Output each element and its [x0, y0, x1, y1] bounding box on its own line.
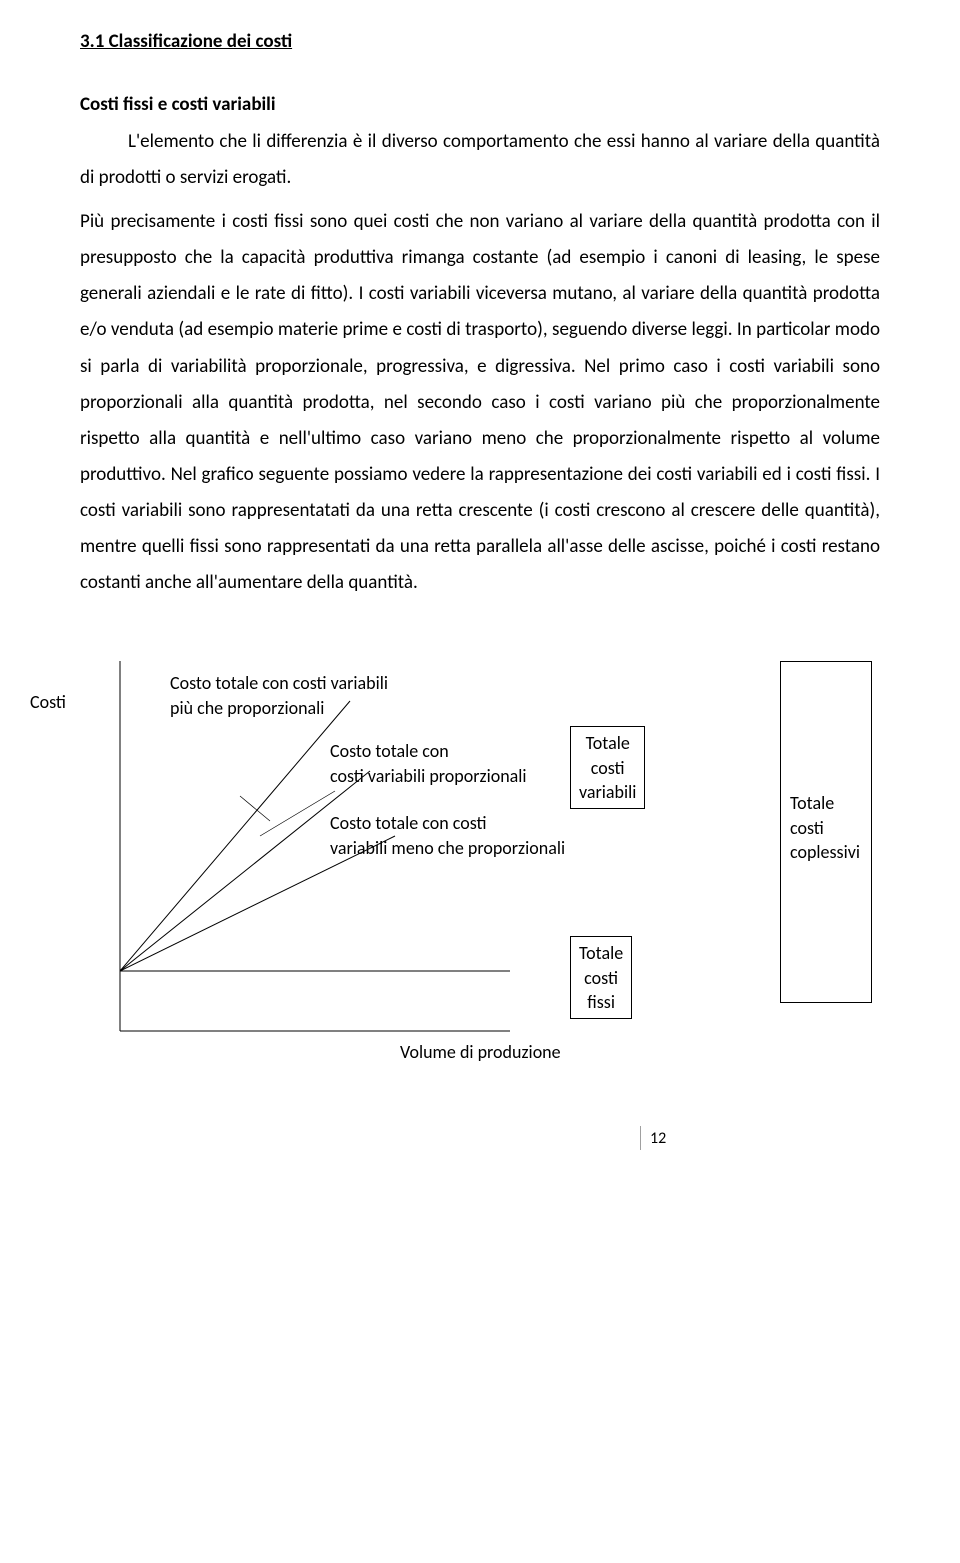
- box-variabili-line3: variabili: [579, 781, 636, 803]
- section-heading: 3.1 Classificazione dei costi: [80, 30, 880, 53]
- label-mid-line2: costi variabili proporzionali: [330, 765, 527, 787]
- box-fissi-line1: Totale: [579, 942, 623, 964]
- label-top-line1: Costo totale con costi variabili: [170, 672, 388, 694]
- curve-more-than-proportional: [120, 701, 350, 971]
- label-mid-line1: Costo totale con: [330, 740, 449, 762]
- box-totale-complessivi: Totale costi coplessivi: [790, 791, 860, 864]
- box-fissi-line2: costi: [584, 967, 618, 989]
- footer-rule: [640, 1126, 641, 1150]
- box-variabili-line2: costi: [591, 757, 625, 779]
- curve-proportional: [120, 771, 370, 971]
- page-number: 12: [650, 1129, 666, 1148]
- paragraph-main: Più precisamente i costi fissi sono quei…: [80, 204, 880, 601]
- cost-chart: Costi Costo totale con costi variabili p…: [80, 671, 880, 1151]
- label-less-than-proportional: Costo totale con costi variabili meno ch…: [330, 811, 565, 860]
- box-totale-fissi: Totale costi fissi: [570, 936, 632, 1019]
- label-top-line2: più che proporzionali: [170, 697, 324, 719]
- box-variabili-line1: Totale: [586, 732, 630, 754]
- box-complessivi-line3: coplessivi: [790, 841, 860, 863]
- box-fissi-line3: fissi: [587, 991, 615, 1013]
- box-totale-variabili: Totale costi variabili: [570, 726, 645, 809]
- y-axis-label: Costi: [30, 691, 66, 713]
- x-axis-label: Volume di produzione: [400, 1041, 561, 1063]
- box-complessivi-line2: costi: [790, 817, 824, 839]
- section-subheading: Costi fissi e costi variabili: [80, 93, 880, 116]
- box-complessivi-line1: Totale: [790, 792, 834, 814]
- label-more-than-proportional: Costo totale con costi variabili più che…: [170, 671, 388, 720]
- label-low-line2: variabili meno che proporzionali: [330, 837, 565, 859]
- label-proportional: Costo totale con costi variabili proporz…: [330, 739, 527, 788]
- paragraph-intro: L'elemento che li differenzia è il diver…: [80, 124, 880, 196]
- label-low-line1: Costo totale con costi: [330, 812, 487, 834]
